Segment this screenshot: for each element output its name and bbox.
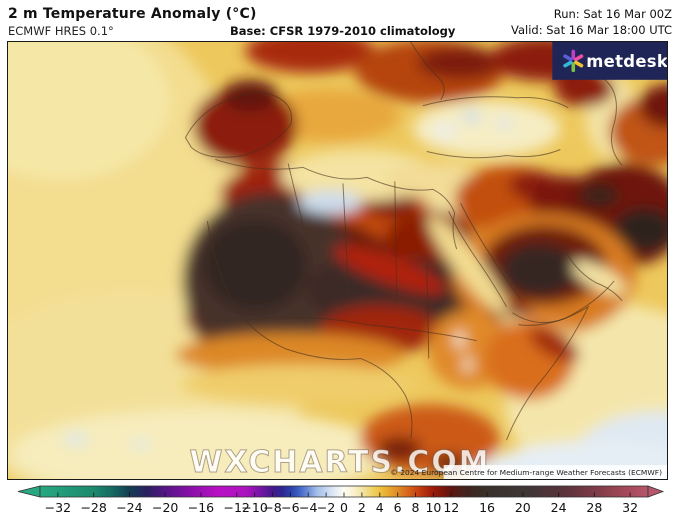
region-sidra-cool-spot [298, 190, 362, 215]
anomaly-map-svg: WXCHARTS.COM © 2024 European Centre for … [8, 42, 667, 479]
coast-turkey-north-coast [422, 96, 569, 109]
colorbar-tick-label: 8 [412, 500, 420, 515]
region-caucasus-dark [554, 70, 615, 107]
region-iran-black-2 [579, 183, 620, 208]
colorbar-tick-label: 20 [515, 500, 531, 515]
coast-caspian-outline [601, 77, 623, 166]
climatology-base-label: Base: CFSR 1979-2010 climatology [230, 24, 456, 38]
region-mauritania-core [203, 219, 308, 311]
region-ethiopia-speck-2 [463, 356, 472, 373]
colorbar-tick-label: 0 [340, 500, 348, 515]
colorbar-tick-label: −28 [80, 500, 106, 515]
colorbar-tick-label: −12 [224, 500, 250, 515]
colorbar-tick-label: 24 [551, 500, 567, 515]
colorbar-tick-label: −2 [317, 500, 335, 515]
region-ne-corner-dark [639, 83, 667, 128]
region-east-africa-dark-1 [377, 436, 422, 463]
colorbar-tick-label: 10 [425, 500, 441, 515]
colorbar-tick-label: 16 [479, 500, 495, 515]
colorbar-tick-label: 4 [376, 500, 384, 515]
region-atlantic-nw-pale [8, 42, 171, 181]
coastline-layer [184, 42, 623, 441]
colorbar-ticks [57, 492, 631, 497]
region-equatorial-cool-spot-2 [130, 440, 151, 449]
coast-levant-coast [452, 213, 458, 250]
anomaly-map: WXCHARTS.COM © 2024 European Centre for … [7, 41, 668, 480]
colorbar-tick-label: −20 [152, 500, 178, 515]
star-petal [563, 54, 573, 62]
coast-border-morocco-algeria [287, 163, 313, 264]
coast-persian-gulf-coast [565, 252, 623, 302]
model-label: ECMWF HRES 0.1° [8, 24, 114, 38]
colorbar-tick-label: −16 [188, 500, 214, 515]
region-turkey-cream [412, 100, 561, 157]
metdesk-star-icon [563, 49, 584, 73]
colorbar-tick-label: 32 [622, 500, 638, 515]
region-arabia-core [501, 244, 578, 296]
coast-iberia-outline [184, 91, 293, 158]
chart-header: 2 m Temperature Anomaly (°C) ECMWF HRES … [0, 0, 680, 41]
colorbar-tick-label: −8 [263, 500, 281, 515]
colorbar-tick-label: 28 [586, 500, 602, 515]
coast-border-libya-egypt [394, 181, 398, 303]
colorbar-tick-label: −32 [45, 500, 71, 515]
colorbar-right-arrow [647, 485, 665, 498]
coast-west-africa-coast [206, 221, 413, 439]
coast-north-africa-coast [215, 158, 456, 214]
metdesk-logo: metdesk [552, 42, 667, 80]
region-persian-gulf-pale [572, 260, 627, 295]
colorbar-tick-label: −10 [241, 500, 267, 515]
region-turkey-lake-2 [496, 118, 513, 129]
colorbar-tick-label: −24 [116, 500, 142, 515]
region-balkans-dark [417, 46, 502, 79]
region-equatorial-cream [11, 409, 390, 479]
chart-title: 2 m Temperature Anomaly (°C) [8, 6, 257, 22]
coast-border-algeria-libya [342, 183, 350, 299]
region-somalia-coast-dark [529, 327, 580, 362]
star-petal [574, 54, 584, 62]
colorbar-labels: −32 −28 −24 −20 −16 −12−10−8 −6 −4 −2 0 2 4 6 8 10 12 16… [45, 500, 638, 515]
coast-turkey-south-coast [426, 149, 561, 159]
coast-red-sea-east-shore [460, 203, 521, 300]
region-red-sea-pale [428, 215, 508, 315]
coast-red-sea-west-shore [448, 211, 507, 308]
copyright-bg [443, 465, 667, 479]
region-guinea-gold [180, 364, 420, 405]
star-petal [563, 60, 573, 68]
region-turkey-lake-1 [461, 110, 482, 123]
coast-border-sudan-chad [426, 262, 430, 359]
coast-somalia-horn-coast [506, 305, 590, 441]
star-petal [574, 60, 584, 68]
colorbar-tick-label: 2 [358, 500, 366, 515]
region-ethiopia-speck-1 [454, 330, 465, 349]
region-france-hot [245, 42, 375, 73]
region-sahara-hot-band [333, 245, 447, 295]
colorbar: −32 −28 −24 −20 −16 −12 −10 −8 −6 −4 −2 0 2 4 6 8 10 12 16… [0, 484, 680, 521]
copyright-strip: © 2024 European Centre for Medium-range … [390, 465, 667, 479]
copyright-text: © 2024 European Centre for Medium-range … [390, 468, 662, 477]
valid-time-label: Valid: Sat 16 Mar 18:00 UTC [511, 23, 672, 37]
colorbar-tick-label: −4 [299, 500, 317, 515]
colorbar-left-arrow [17, 485, 41, 498]
coast-border-sahel [243, 317, 477, 342]
colorbar-tick-label: −6 [281, 500, 299, 515]
coast-italy-boot [410, 42, 445, 101]
region-wafrica-coast-orange [175, 332, 405, 377]
region-turkey-lake-3 [432, 124, 457, 137]
region-iberia-core [222, 79, 279, 112]
colorbar-tick-label: 6 [394, 500, 402, 515]
run-time-label: Run: Sat 16 Mar 00Z [553, 7, 672, 21]
region-iran-black-1 [614, 208, 667, 253]
metdesk-logo-text: metdesk [586, 52, 667, 71]
wxcharts-watermark: WXCHARTS.COM [189, 445, 490, 479]
anomaly-field-layer [8, 42, 667, 479]
region-equatorial-cool-spot-1 [62, 434, 89, 445]
colorbar-tick-label: 12 [443, 500, 459, 515]
colorbar-svg: −32 −28 −24 −20 −16 −12−10−8 −6 −4 −2 0 2 4 6 8 10 12 16… [17, 485, 665, 515]
